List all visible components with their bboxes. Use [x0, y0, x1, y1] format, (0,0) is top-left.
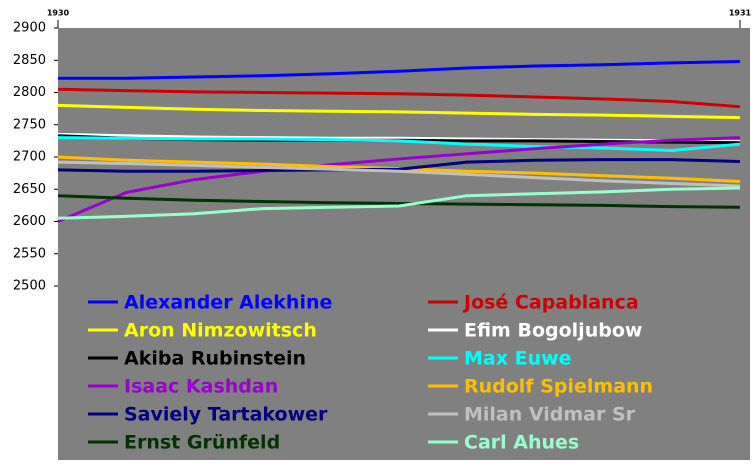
- legend-label: Aron Nimzowitsch: [124, 320, 317, 342]
- y-tick-label: 2500: [13, 279, 46, 294]
- series-line: [57, 103, 741, 120]
- series-line: [57, 186, 741, 220]
- series-line: [57, 158, 741, 173]
- legend-label: Milan Vidmar Sr: [464, 404, 636, 426]
- x-tick-label: 1931: [729, 9, 752, 18]
- y-tick-label: 2650: [13, 182, 46, 197]
- legend-label: Max Euwe: [464, 348, 572, 370]
- legend-label: Saviely Tartakower: [124, 404, 328, 426]
- series-line: [57, 194, 741, 209]
- legend-label: Rudolf Spielmann: [464, 376, 653, 398]
- series-line: [57, 160, 741, 188]
- y-tick-label: 2800: [13, 85, 46, 100]
- legend-label: Efim Bogoljubow: [464, 320, 642, 342]
- legend-label: José Capablanca: [462, 292, 639, 314]
- y-tick-label: 2850: [13, 53, 46, 68]
- legend-label: Akiba Rubinstein: [124, 348, 306, 370]
- y-tick-label: 2900: [13, 21, 46, 36]
- series-line: [57, 136, 741, 153]
- y-tick-label: 2550: [13, 246, 46, 261]
- series-line: [57, 136, 741, 223]
- y-tick-label: 2600: [13, 214, 46, 229]
- legend-label: Alexander Alekhine: [124, 292, 332, 314]
- y-tick-label: 2700: [13, 150, 46, 165]
- series-line: [58, 60, 741, 80]
- legend-label: Ernst Grünfeld: [124, 432, 280, 454]
- legend-label: Carl Ahues: [464, 432, 579, 454]
- legend-label: Isaac Kashdan: [124, 376, 278, 398]
- y-tick-label: 2750: [13, 117, 46, 132]
- x-tick-label: 1930: [47, 9, 70, 18]
- series-line: [57, 87, 741, 109]
